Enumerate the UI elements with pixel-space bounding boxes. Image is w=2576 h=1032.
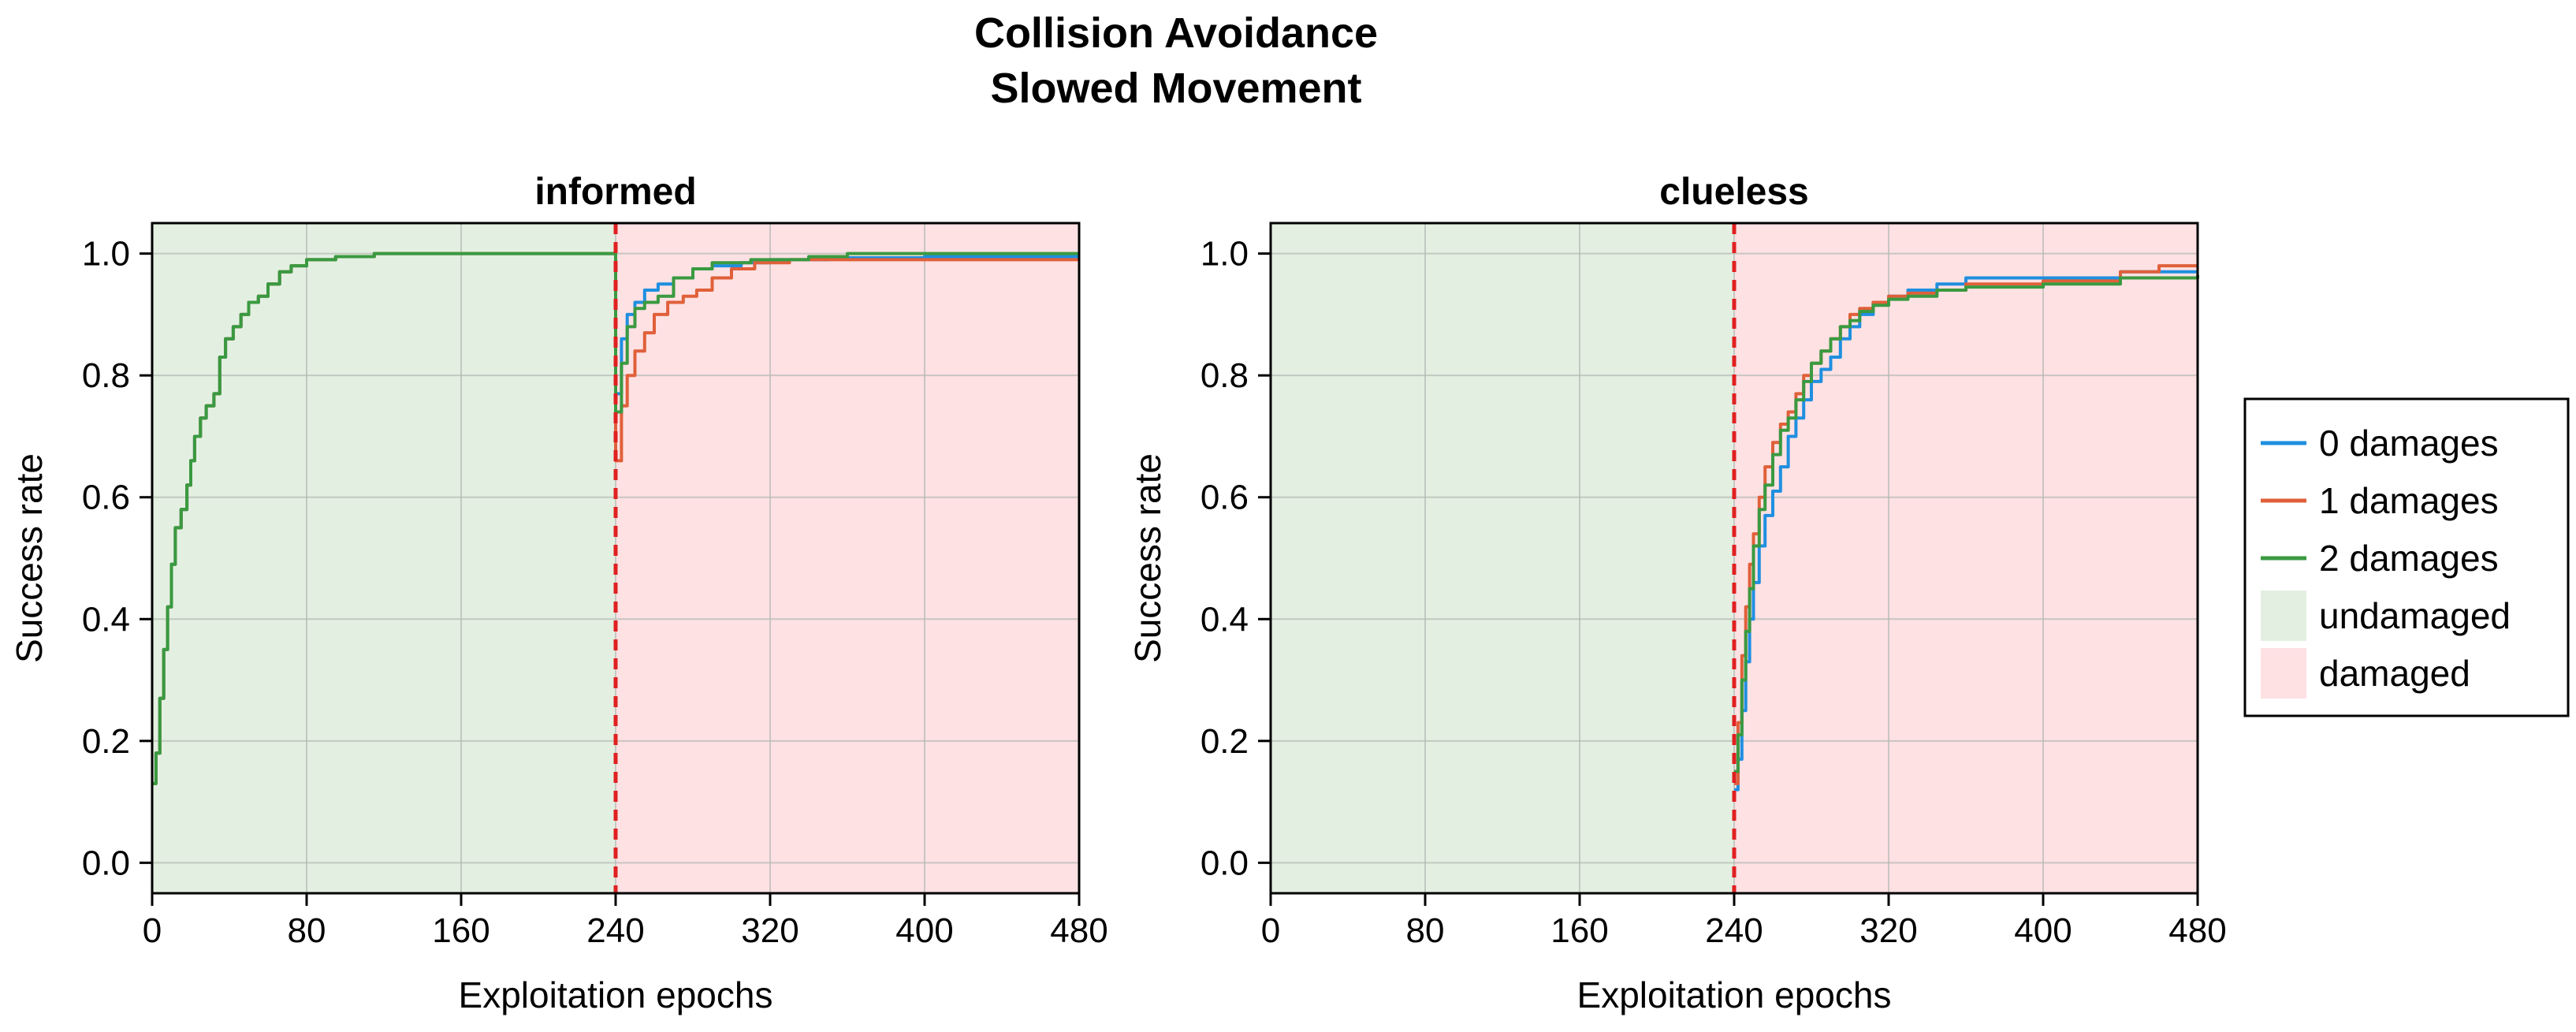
informed-x-tick-label: 320 (741, 911, 798, 950)
clueless-x-axis-label: Exploitation epochs (1577, 974, 1892, 1015)
legend-1-damages-label: 1 damages (2319, 480, 2499, 521)
clueless-y-axis-label: Success rate (1127, 453, 1168, 663)
informed-y-tick-label: 0.2 (82, 722, 130, 761)
figure-title-line-2: Slowed Movement (990, 65, 1361, 112)
clueless-y-tick-label: 0.4 (1201, 600, 1249, 639)
clueless-y-tick-label: 0.8 (1201, 356, 1249, 395)
clueless-x-tick-label: 80 (1406, 911, 1445, 950)
informed-y-tick-label: 0.6 (82, 479, 130, 517)
clueless-x-tick-label: 240 (1705, 911, 1763, 950)
clueless-x-tick-label: 320 (1859, 911, 1917, 950)
clueless-y-tick-label: 0.2 (1201, 722, 1249, 761)
clueless-x-tick-label: 0 (1261, 911, 1280, 950)
figure-title-line-1: Collision Avoidance (974, 9, 1378, 57)
informed-y-tick-label: 0.4 (82, 600, 130, 639)
informed-x-tick-label: 160 (432, 911, 490, 950)
legend-undamaged-swatch (2261, 591, 2306, 641)
clueless-x-tick-label: 480 (2168, 911, 2226, 950)
informed-panel-title: informed (534, 171, 696, 213)
clueless-y-tick-label: 1.0 (1201, 235, 1249, 274)
informed-y-tick-label: 0.0 (82, 844, 130, 882)
clueless-damaged-region (1734, 223, 2198, 893)
legend: 0 damages 1 damages 2 damages undamaged dama… (2243, 397, 2570, 717)
clueless-panel: 0 80 160 240 320 400 480 0.0 0.2 0.4 0.6 0.8 1.0 clue… (1127, 171, 2227, 1015)
informed-x-tick-label: 0 (143, 911, 162, 950)
informed-x-tick-label: 240 (586, 911, 644, 950)
informed-series-2-damages (152, 251, 1079, 785)
informed-x-tick-label: 80 (288, 911, 326, 950)
clueless-undamaged-region (1271, 223, 1734, 893)
informed-y-axis-label: Success rate (9, 453, 50, 663)
informed-y-tick-label: 1.0 (82, 235, 130, 274)
legend-0-damages-label: 0 damages (2319, 423, 2499, 464)
clueless-x-tick-label: 400 (2014, 911, 2072, 950)
clueless-y-tick-label: 0.6 (1201, 479, 1249, 517)
informed-y-tick-label: 0.8 (82, 356, 130, 395)
informed-panel: 0 80 160 240 320 400 480 0.0 0.2 0.4 0.6 0.8 1.0 info… (9, 171, 1108, 1015)
informed-x-axis-label: Exploitation epochs (459, 974, 773, 1015)
clueless-y-tick-label: 0.0 (1201, 844, 1249, 882)
informed-x-tick-label: 480 (1050, 911, 1107, 950)
clueless-series-2-damages (1734, 274, 2199, 773)
clueless-panel-title: clueless (1659, 171, 1808, 213)
legend-2-damages-label: 2 damages (2319, 538, 2499, 579)
legend-undamaged-label: undamaged (2319, 595, 2511, 636)
legend-damaged-swatch (2261, 648, 2306, 699)
informed-undamaged-region (152, 223, 616, 893)
legend-damaged-label: damaged (2319, 653, 2470, 694)
informed-x-tick-label: 400 (895, 911, 953, 950)
clueless-x-tick-label: 160 (1550, 911, 1608, 950)
informed-damaged-region (616, 223, 1079, 893)
